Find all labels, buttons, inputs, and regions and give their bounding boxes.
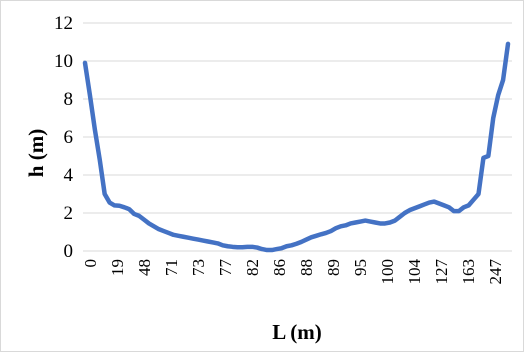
x-tick-label: 89 (324, 259, 343, 276)
x-tick-label: 163 (459, 259, 478, 285)
series-line-0 (82, 41, 511, 253)
x-tick-label: 86 (270, 259, 289, 276)
x-tick-label: 19 (108, 259, 127, 276)
y-tick-label: 12 (54, 13, 73, 34)
x-tick-label: 77 (216, 259, 235, 277)
x-tick-label: 71 (162, 259, 181, 276)
x-tick-label: 95 (351, 259, 370, 276)
x-axis-title: L (m) (272, 320, 322, 344)
x-tick-label: 88 (297, 259, 316, 276)
y-tick-label: 4 (64, 165, 74, 186)
series-group (82, 41, 511, 253)
x-tick-label: 82 (243, 259, 262, 276)
x-tick-labels: 0 19 48 71 73 77 82 86 88 89 95 100 104 127 163 247 (81, 259, 505, 285)
y-tick-label: 2 (64, 203, 74, 224)
x-tick-label: 104 (405, 259, 424, 285)
x-tick-label: 48 (135, 259, 154, 276)
x-tick-label: 0 (81, 259, 100, 268)
y-tick-label: 8 (64, 89, 74, 110)
x-tick-label: 100 (378, 259, 397, 285)
y-tick-label: 10 (54, 51, 73, 72)
x-tick-label: 73 (189, 259, 208, 276)
y-tick-label: 0 (64, 241, 74, 262)
x-tick-label: 247 (486, 259, 505, 285)
y-tick-label: 6 (64, 127, 74, 148)
y-axis-title: h (m) (24, 129, 48, 177)
gridlines (83, 22, 512, 252)
y-tick-labels: 0 2 4 6 8 10 12 (54, 13, 74, 262)
x-tick-label: 127 (432, 259, 451, 285)
